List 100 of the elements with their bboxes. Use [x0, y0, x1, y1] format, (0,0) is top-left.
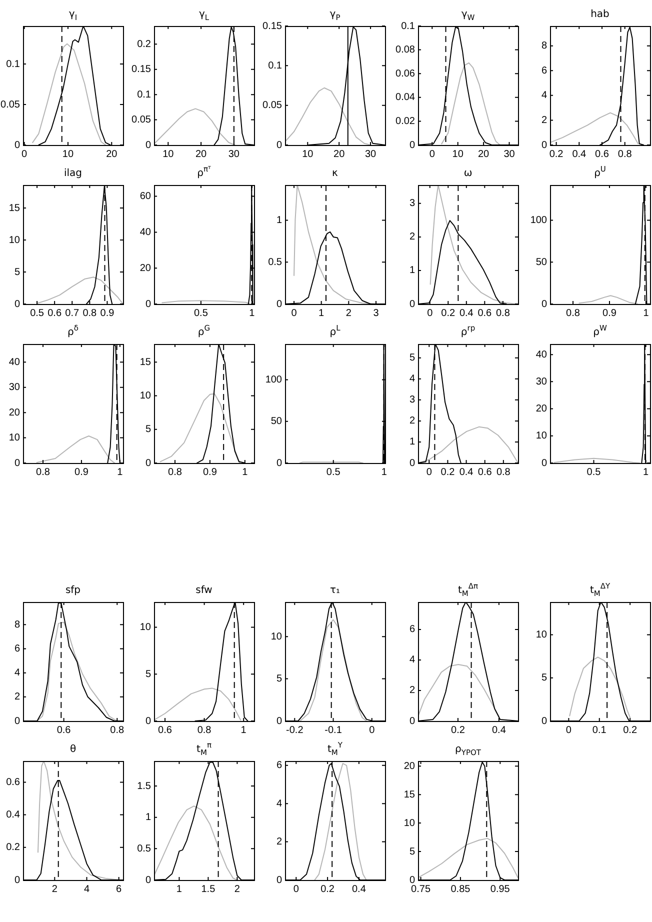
chart-title: ρ$^{L}$ — [330, 324, 340, 338]
y-tick-label: 100 — [530, 214, 548, 226]
y-tick-label: 0 — [409, 140, 416, 151]
x-tick-label: 0.2 — [320, 884, 335, 895]
y-tick-label: 100 — [265, 374, 282, 386]
y-tick-label: 0.1 — [268, 60, 282, 72]
y-tick-label: 20 — [140, 262, 152, 274]
chart-title: ρ$^{U}$ — [594, 164, 606, 179]
y-tick-label: 3 — [409, 198, 416, 210]
x-tick-label: 0.6 — [478, 466, 492, 478]
y-tick-label: 4 — [276, 798, 282, 810]
x-tick-label: 0.95 — [490, 884, 510, 895]
x-tick-label: 2 — [346, 308, 352, 319]
y-tick-label: 0.5 — [137, 843, 152, 854]
x-tick-label: 0.4 — [352, 884, 366, 895]
x-tick-label: 1 — [643, 466, 650, 478]
y-tick-label: 0.06 — [396, 68, 416, 80]
y-tick-label: 0.08 — [396, 44, 416, 56]
y-tick-label: 0 — [14, 458, 20, 469]
x-tick-label: 0.4 — [459, 466, 474, 478]
y-tick-label: 10 — [140, 390, 152, 402]
chart-title: γ$_{I}$ — [68, 9, 78, 22]
y-tick-label: 0.2 — [137, 38, 152, 50]
x-tick-label: 0.2 — [549, 148, 564, 160]
x-tick-label: 0.9 — [74, 466, 89, 478]
x-tick-label: 1 — [318, 308, 325, 319]
y-tick-label: 0 — [276, 298, 282, 310]
y-tick-label: 0 — [14, 140, 20, 151]
x-tick-label: 0.6 — [56, 724, 72, 736]
x-tick-label: 0.2 — [441, 308, 456, 319]
x-tick-label: 0.6 — [478, 308, 492, 319]
y-tick-label: 2 — [276, 836, 282, 848]
chart-title: γ$_{L}$ — [198, 9, 210, 22]
y-tick-label: 0 — [276, 874, 282, 886]
y-tick-label: 0.05 — [0, 99, 20, 110]
chart-title: ω — [464, 168, 472, 179]
y-tick-label: 0.05 — [132, 114, 152, 126]
x-tick-label: 0.85 — [450, 884, 471, 895]
chart-title: γ$_{P}$ — [330, 9, 340, 22]
y-tick-label: 1 — [409, 436, 416, 448]
y-tick-label: 15 — [404, 789, 416, 800]
x-tick-label: 0 — [22, 148, 28, 160]
x-tick-label: 0.8 — [496, 308, 510, 319]
x-tick-label: 0.8 — [36, 466, 50, 478]
y-tick-label: 0.1 — [137, 89, 152, 100]
y-tick-label: 6 — [14, 643, 20, 654]
y-tick-label: 1 — [409, 265, 416, 276]
y-tick-label: 50 — [270, 416, 282, 428]
chart-title: ρ$_{YPOT}$ — [455, 744, 481, 757]
x-tick-label: 0.75 — [411, 884, 431, 895]
y-tick-label: 0 — [276, 458, 282, 469]
x-tick-label: 0.9 — [602, 308, 617, 319]
x-tick-label: 4 — [84, 884, 90, 895]
chart-title: ρ$^{πᵀ}$ — [197, 164, 211, 179]
x-tick-label: 0.6 — [48, 308, 62, 319]
x-tick-label: 0.4 — [459, 308, 474, 319]
x-tick-label: -0.1 — [324, 724, 342, 736]
y-tick-label: 0 — [145, 874, 152, 886]
y-tick-label: 5 — [14, 266, 20, 278]
y-tick-label: 0.2 — [6, 842, 20, 854]
y-tick-label: 1 — [276, 214, 282, 226]
x-tick-label: 0.2 — [623, 724, 638, 736]
x-tick-label: 1 — [381, 466, 388, 478]
x-tick-label: 20 — [334, 148, 346, 160]
y-tick-label: 40 — [140, 226, 152, 238]
y-tick-label: 0 — [276, 140, 282, 151]
y-tick-label: 0 — [145, 458, 152, 469]
y-tick-label: 2 — [409, 685, 416, 696]
x-tick-label: 30 — [228, 148, 240, 160]
y-tick-label: 0.1 — [401, 20, 416, 32]
y-tick-label: 40 — [8, 356, 20, 368]
x-tick-label: 0 — [291, 308, 298, 319]
x-tick-label: 0.2 — [451, 724, 466, 736]
y-tick-label: 10 — [8, 432, 20, 444]
x-tick-label: 0.8 — [197, 724, 212, 736]
x-tick-label: 20 — [478, 148, 490, 160]
x-tick-label: 0.7 — [65, 308, 80, 319]
y-tick-label: 40 — [536, 349, 548, 360]
x-tick-label: 20 — [106, 148, 118, 160]
x-tick-label: 6 — [116, 884, 122, 895]
x-tick-label: 30 — [504, 148, 516, 160]
y-tick-label: 15 — [140, 356, 152, 368]
y-tick-label: 0 — [409, 458, 416, 469]
y-tick-label: 5 — [276, 674, 282, 685]
y-tick-label: 0 — [145, 298, 152, 310]
x-tick-label: 30 — [364, 148, 377, 160]
chart-title: τ₁ — [330, 585, 340, 596]
x-tick-label: 0.4 — [572, 148, 587, 160]
y-tick-label: 0.05 — [262, 100, 282, 112]
x-tick-label: 1 — [117, 466, 124, 478]
x-tick-label: 0 — [429, 148, 436, 160]
y-tick-label: 5 — [145, 424, 152, 436]
y-tick-label: 2 — [409, 232, 416, 243]
y-tick-label: 10 — [536, 630, 548, 641]
chart-title: θ — [70, 744, 76, 755]
chart-title: sfw — [196, 585, 212, 596]
x-tick-label: 0.9 — [100, 308, 115, 319]
y-tick-label: 5 — [409, 846, 416, 858]
y-tick-label: 0 — [409, 874, 416, 886]
y-tick-label: 0 — [145, 140, 152, 151]
